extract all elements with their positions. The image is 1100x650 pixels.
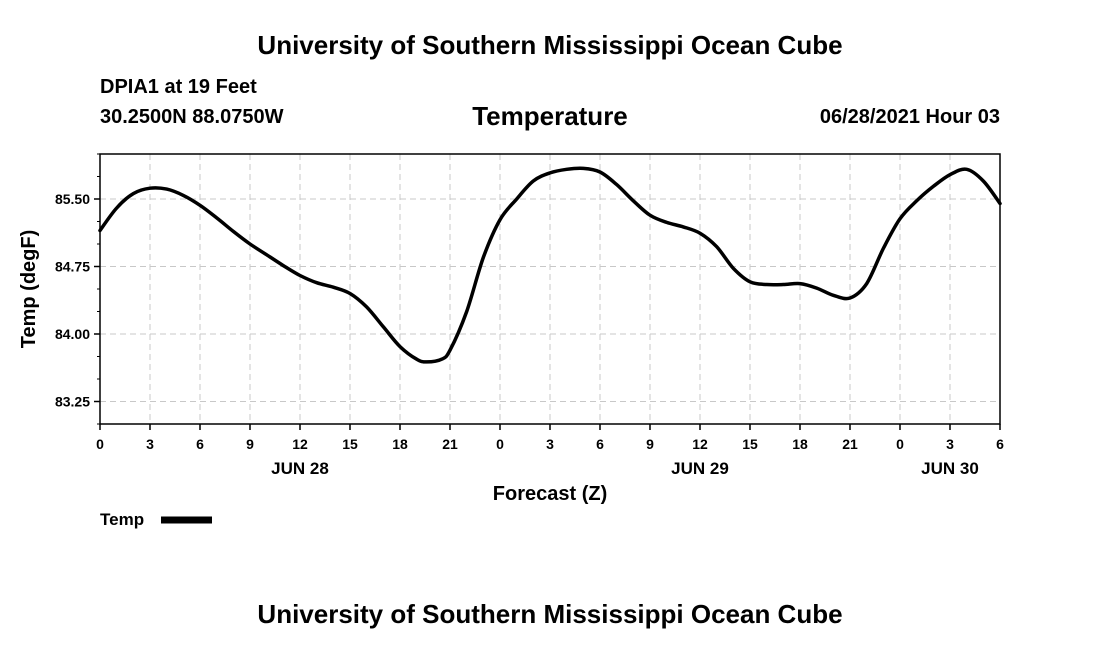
x-tick-label: 0 (96, 436, 104, 452)
x-axis: 0 3 6 9 12 15 18 21 0 3 6 9 12 15 18 21 0 3 6 JUN 28 JUN 29 J… (96, 424, 1004, 478)
x-tick-label: 6 (196, 436, 204, 452)
date-label: JUN 29 (671, 459, 729, 478)
chart-grid (100, 154, 1000, 424)
chart-title: Temperature (472, 101, 628, 131)
y-tick-label: 84.00 (55, 326, 90, 342)
x-axis-label: Forecast (Z) (493, 483, 607, 505)
station-name: DPIA1 at 19 Feet (100, 76, 257, 98)
temp-series-line (98, 166, 1002, 364)
x-tick-label: 15 (742, 436, 758, 452)
footer-title: University of Southern Mississippi Ocean… (257, 599, 843, 629)
legend-label: Temp (100, 510, 144, 529)
x-tick-label: 15 (342, 436, 358, 452)
y-axis: 85.50 84.75 84.00 83.25 (55, 153, 100, 425)
x-tick-label: 0 (496, 436, 504, 452)
x-tick-label: 9 (646, 436, 654, 452)
x-tick-label: 12 (692, 436, 708, 452)
x-tick-label: 3 (946, 436, 954, 452)
date-label: JUN 28 (271, 459, 329, 478)
page-title: University of Southern Mississippi Ocean… (257, 30, 843, 60)
x-tick-label: 21 (842, 436, 858, 452)
y-tick-label: 83.25 (55, 394, 90, 410)
forecast-timestamp: 06/28/2021 Hour 03 (819, 106, 1000, 128)
station-coordinates: 30.2500N 88.0750W (100, 106, 284, 128)
x-tick-label: 12 (292, 436, 308, 452)
chart-legend: Temp (100, 510, 212, 529)
x-tick-label: 6 (596, 436, 604, 452)
x-tick-label: 18 (792, 436, 808, 452)
x-tick-label: 18 (392, 436, 408, 452)
date-label: JUN 30 (921, 459, 979, 478)
x-tick-label: 3 (546, 436, 554, 452)
x-tick-label: 0 (896, 436, 904, 452)
y-axis-label: Temp (degF) (18, 230, 40, 349)
x-tick-label: 9 (246, 436, 254, 452)
x-tick-label: 6 (996, 436, 1004, 452)
y-tick-label: 84.75 (55, 259, 90, 275)
y-tick-label: 85.50 (55, 191, 90, 207)
x-tick-label: 21 (442, 436, 458, 452)
x-tick-label: 3 (146, 436, 154, 452)
